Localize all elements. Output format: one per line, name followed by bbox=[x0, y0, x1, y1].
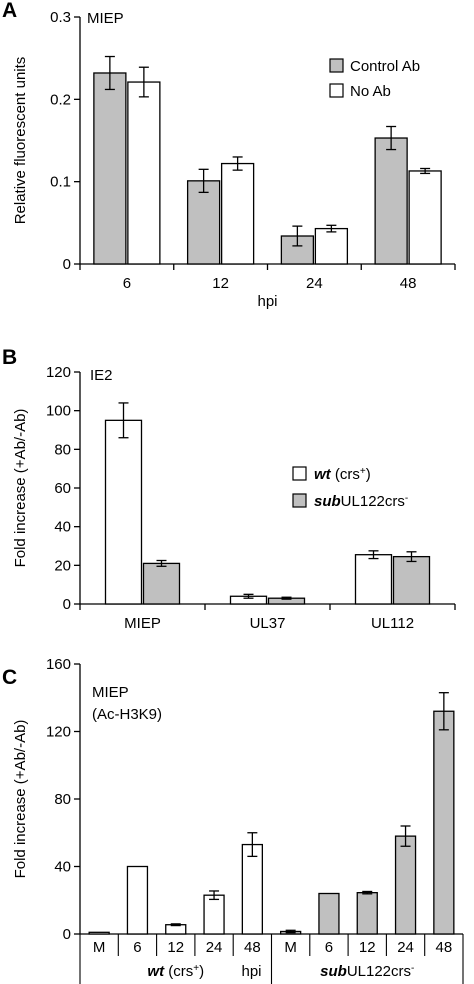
panel-c-y-tick-label: 160 bbox=[46, 656, 71, 673]
panel-a-inset-label: MIEP bbox=[87, 10, 124, 27]
panel-c-inset-label: MIEP bbox=[92, 684, 129, 701]
panel-c-y-tick-label: 80 bbox=[54, 791, 71, 808]
panel-c-x-axis-label: hpi bbox=[241, 963, 261, 980]
panel-c-x-tick-label: M bbox=[284, 939, 297, 956]
panel-b-inset-label: IE2 bbox=[90, 367, 113, 384]
panel-b-legend-swatch bbox=[292, 466, 307, 481]
panel-a-bar bbox=[127, 81, 161, 265]
panel-c-bar bbox=[356, 892, 378, 935]
panel-a-bar bbox=[220, 162, 255, 265]
panel-a-y-tick-label: 0.1 bbox=[50, 174, 71, 191]
panel-b-bar bbox=[104, 419, 143, 605]
panel-b-x-tick-label: MIEP bbox=[124, 615, 161, 632]
panel-c-bar bbox=[126, 865, 149, 935]
panel-a-bar bbox=[314, 227, 349, 265]
panel-c-letter: C bbox=[2, 666, 17, 689]
panel-c-x-tick-label: 12 bbox=[359, 939, 376, 956]
panel-c-x-tick-label: 24 bbox=[206, 939, 223, 956]
panel-c-bar bbox=[433, 710, 455, 935]
panel-a-legend-swatch bbox=[329, 58, 344, 73]
panel-a-x-tick-label: 24 bbox=[306, 275, 323, 292]
panel-b-bar bbox=[392, 555, 431, 605]
panel-c-y-axis-label: Fold increase (+Ab/-Ab) bbox=[12, 720, 29, 879]
panel-b-bar bbox=[354, 554, 393, 605]
panel-a-x-axis-label: hpi bbox=[257, 293, 277, 310]
panel-b-letter: B bbox=[2, 346, 17, 369]
panel-c-bar bbox=[203, 894, 225, 935]
panel-a-x-tick-label: 12 bbox=[212, 275, 229, 292]
panel-b-y-tick-label: 120 bbox=[46, 364, 71, 381]
panel-c-y-tick-label: 120 bbox=[46, 724, 71, 741]
panel-c-x-tick-label: 48 bbox=[244, 939, 261, 956]
panel-c-bar bbox=[318, 892, 340, 935]
panel-a-legend-label: Control Ab bbox=[350, 58, 420, 75]
panel-c-x-tick-label: 6 bbox=[325, 939, 333, 956]
panel-c-x-tick-label: 6 bbox=[133, 939, 141, 956]
panel-c-x-tick-label: M bbox=[93, 939, 106, 956]
panel-a-x-tick-label: 6 bbox=[123, 275, 131, 292]
panel-c-bar bbox=[241, 843, 264, 935]
panel-b-x-tick-label: UL37 bbox=[250, 615, 286, 632]
panel-b-y-tick-label: 60 bbox=[54, 480, 71, 497]
panel-a-y-axis-label: Relative fluorescent units bbox=[12, 57, 29, 225]
panel-b-y-axis-label: Fold increase (+Ab/-Ab) bbox=[12, 409, 29, 568]
panel-a-legend-label: No Ab bbox=[350, 83, 391, 100]
panel-c-bar bbox=[88, 931, 110, 935]
panel-a-bar bbox=[408, 170, 442, 265]
panel-b-y-tick-label: 0 bbox=[63, 596, 71, 613]
panel-a-letter: A bbox=[2, 0, 17, 22]
panel-b-x-tick-label: UL112 bbox=[371, 615, 414, 632]
panel-c-x-tick-label: 12 bbox=[167, 939, 184, 956]
panel-b-bar bbox=[142, 562, 181, 605]
panel-b-y-tick-label: 100 bbox=[46, 403, 71, 420]
panel-c-y-tick-label: 0 bbox=[63, 926, 71, 943]
panel-b-legend-label: subUL122crs- bbox=[314, 493, 408, 511]
panel-a-bar bbox=[374, 137, 408, 265]
panel-a-y-tick-label: 0.3 bbox=[50, 9, 71, 26]
panel-a-bar bbox=[186, 180, 221, 265]
panel-b-legend-label: wt (crs+) bbox=[314, 466, 371, 484]
panel-b-y-tick-label: 20 bbox=[54, 557, 71, 574]
panel-c-group-label: subUL122crs- bbox=[320, 963, 414, 981]
panel-c-group-label: wt (crs+) bbox=[147, 963, 204, 981]
panel-a-legend-swatch bbox=[329, 83, 344, 98]
panel-a-x-tick-label: 48 bbox=[400, 275, 417, 292]
panel-c-x-tick-label: 48 bbox=[436, 939, 453, 956]
panel-c-x-tick-label: 24 bbox=[397, 939, 414, 956]
panel-c-inset-label-2: (Ac-H3K9) bbox=[92, 706, 162, 723]
panel-b-legend-swatch bbox=[292, 493, 307, 508]
panel-c-y-tick-label: 40 bbox=[54, 859, 71, 876]
panel-a-bar bbox=[93, 72, 127, 265]
panel-b-y-tick-label: 80 bbox=[54, 441, 71, 458]
panel-a-y-tick-label: 0 bbox=[63, 256, 71, 273]
panel-b-y-tick-label: 40 bbox=[54, 519, 71, 536]
panel-c-bar bbox=[394, 835, 417, 935]
panel-a-y-tick-label: 0.2 bbox=[50, 91, 71, 108]
